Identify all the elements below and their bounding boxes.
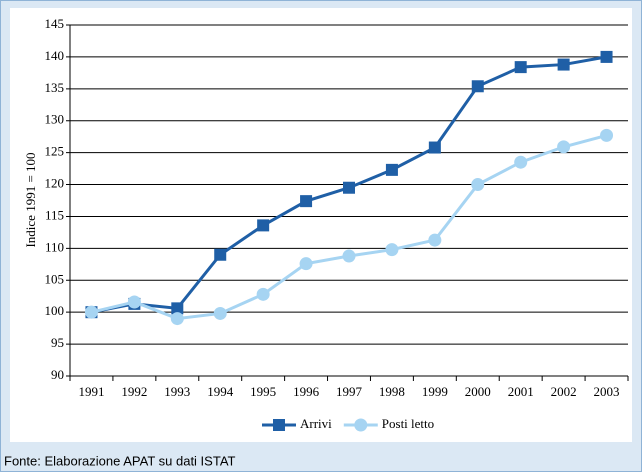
data-point — [514, 61, 527, 74]
y-tick-label: 105 — [45, 271, 65, 286]
x-tick-label: 1999 — [422, 384, 448, 399]
data-point — [385, 163, 398, 176]
data-point — [300, 195, 313, 208]
x-tick-label: 2003 — [594, 384, 620, 399]
data-point — [428, 141, 441, 154]
data-point — [600, 128, 614, 142]
data-point — [257, 219, 270, 232]
y-tick-label: 140 — [45, 48, 65, 63]
data-point — [342, 249, 356, 263]
data-point — [557, 140, 571, 154]
legend-label: Posti letto — [382, 416, 434, 431]
chart-area — [10, 8, 632, 442]
x-tick-label: 1992 — [121, 384, 147, 399]
data-point — [428, 233, 442, 247]
x-tick-label: 1998 — [379, 384, 405, 399]
legend-marker — [273, 419, 285, 431]
y-tick-label: 135 — [45, 80, 65, 95]
data-point — [256, 287, 270, 301]
y-tick-label: 115 — [45, 207, 64, 222]
x-tick-label: 1993 — [164, 384, 190, 399]
data-point — [171, 302, 184, 315]
data-point — [343, 181, 355, 194]
data-point — [557, 58, 570, 71]
x-tick-label: 1991 — [78, 384, 104, 399]
y-tick-label: 145 — [45, 16, 65, 31]
data-point — [84, 305, 98, 319]
x-tick-label: 2000 — [465, 384, 491, 399]
data-point — [214, 248, 227, 261]
y-tick-label: 100 — [45, 303, 65, 318]
y-tick-label: 125 — [45, 144, 65, 159]
data-point — [127, 295, 141, 309]
data-point — [170, 312, 184, 326]
data-point — [471, 80, 484, 93]
data-point — [299, 257, 313, 271]
x-tick-label: 2002 — [551, 384, 577, 399]
y-axis-label: Indice 1991 = 100 — [23, 152, 38, 247]
data-point — [213, 306, 227, 320]
data-point — [600, 50, 613, 63]
data-point — [385, 243, 399, 257]
x-tick-label: 1995 — [250, 384, 276, 399]
x-tick-label: 2001 — [508, 384, 534, 399]
y-tick-label: 120 — [45, 176, 65, 191]
x-tick-label: 1997 — [336, 384, 363, 399]
y-tick-label: 90 — [51, 367, 64, 382]
legend-label: Arrivi — [300, 416, 332, 431]
y-tick-label: 95 — [51, 335, 64, 350]
y-tick-label: 130 — [45, 112, 65, 127]
x-tick-label: 1994 — [207, 384, 234, 399]
legend-marker — [354, 418, 368, 432]
data-point — [471, 178, 485, 192]
data-point — [514, 155, 528, 169]
x-tick-label: 1996 — [293, 384, 320, 399]
source-note: Fonte: Elaborazione APAT su dati ISTAT — [4, 453, 236, 468]
y-tick-label: 110 — [45, 239, 64, 254]
